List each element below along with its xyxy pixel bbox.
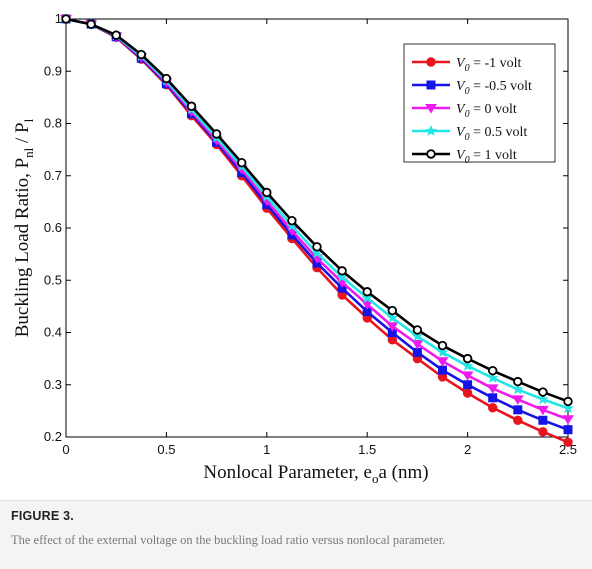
x-tick-label-3: 1.5 — [358, 442, 376, 457]
series-2-point-18 — [511, 395, 524, 405]
series-0-point-18 — [513, 415, 523, 425]
series-4-point-9 — [287, 215, 297, 226]
series-4-point-7 — [236, 157, 247, 168]
series-1-point-18 — [513, 405, 523, 415]
series-3-point-18 — [511, 383, 524, 395]
legend-label-2: V0 = 0 volt — [456, 102, 517, 120]
series-4-point-6 — [211, 129, 222, 139]
y-tick-label-8: 1 — [55, 11, 62, 26]
series-1-point-16 — [463, 380, 473, 390]
series-3-point-14 — [411, 329, 424, 342]
series-4-point-18 — [513, 376, 523, 387]
series-0-point-20 — [563, 437, 573, 447]
x-tick-label-4: 2 — [464, 442, 471, 457]
series-4-point-11 — [337, 266, 347, 276]
series-4-point-20 — [563, 396, 573, 407]
series-4-point-15 — [437, 340, 448, 351]
series-3-point-17 — [486, 371, 499, 383]
tick-labels: 0 0.5 1 1.5 2 2.5 0.2 0.3 0.4 0.5 0.6 0.7 0.8 0.9 1 — [44, 11, 577, 457]
series-3-point-13 — [386, 311, 399, 323]
legend-label-3: V0 = 0.5 volt — [456, 125, 527, 143]
x-axis-title: Nonlocal Parameter, eoa (nm) — [203, 462, 428, 486]
series-4-point-12 — [362, 287, 372, 297]
y-tick-label-5: 0.7 — [44, 168, 62, 183]
series-4-point-0 — [61, 14, 71, 24]
series-4-point-19 — [538, 387, 548, 397]
figure-label: FIGURE 3. — [11, 509, 74, 523]
figure-panel: 0 0.5 1 1.5 2 2.5 0.2 0.3 0.4 0.5 0.6 0.7 0.8 0.9 1 No… — [12, 11, 578, 486]
series-layer — [60, 12, 574, 447]
series-4-point-14 — [412, 325, 423, 335]
series-1-point-15 — [438, 365, 447, 375]
chart: 0 0.5 1 1.5 2 2.5 0.2 0.3 0.4 0.5 0.6 0.7 0.8 0.9 1 No… — [12, 11, 577, 486]
series-0-point-16 — [462, 388, 473, 398]
series-4-point-8 — [262, 187, 272, 198]
series-4-point-16 — [462, 353, 473, 364]
x-tick-label-1: 0.5 — [157, 442, 175, 457]
y-tick-label-0: 0.2 — [44, 429, 62, 444]
series-0-point-19 — [538, 427, 548, 437]
tick-marks — [65, 18, 569, 438]
series-3-point-20 — [562, 402, 574, 414]
series-1-point-14 — [412, 347, 422, 357]
y-tick-label-4: 0.6 — [44, 220, 62, 235]
series-4-point-17 — [488, 365, 498, 376]
series-4-point-1 — [86, 19, 96, 29]
series-2-point-15 — [436, 357, 449, 367]
series-3-point-16 — [461, 359, 474, 371]
y-tick-label-6: 0.8 — [44, 116, 62, 131]
series-1-point-20 — [563, 425, 573, 435]
x-tick-label-2: 1 — [263, 442, 270, 457]
series-1-point-17 — [488, 393, 498, 403]
series-0-point-17 — [488, 403, 498, 413]
caption-area: FIGURE 3. The effect of the external vol… — [0, 500, 592, 569]
legend-items: V0 = -1 volt V0 = -0.5 volt V0 = 0 volt V0 … — [412, 56, 532, 166]
y-tick-label-2: 0.4 — [44, 325, 62, 340]
series-1-point-19 — [538, 415, 548, 425]
series-2-point-20 — [562, 415, 574, 425]
y-tick-label-3: 0.5 — [44, 272, 62, 287]
series-4-point-10 — [312, 242, 322, 252]
y-axis-title: Buckling Load Ratio, Pnl / Pl — [12, 118, 36, 337]
series-3-point-19 — [536, 393, 549, 405]
legend-label-4: V0 = 1 volt — [456, 148, 517, 166]
series-4-point-5 — [186, 101, 197, 111]
series-4-point-2 — [111, 30, 121, 40]
series-2-point-12 — [361, 300, 374, 310]
y-tick-label-7: 0.9 — [44, 63, 62, 78]
legend-marker-1 — [426, 80, 436, 90]
legend-marker-3 — [425, 124, 437, 137]
series-4 — [61, 14, 573, 407]
x-tick-label-5: 2.5 — [559, 442, 577, 457]
legend: V0 = -1 volt V0 = -0.5 volt V0 = 0 volt V0 … — [403, 43, 556, 166]
series-2-point-13 — [386, 322, 399, 332]
series-3-point-15 — [436, 346, 449, 358]
series-2-point-17 — [486, 384, 499, 394]
series-4-point-3 — [136, 49, 146, 60]
figure-caption: The effect of the external voltage on th… — [11, 533, 446, 547]
series-2-point-19 — [536, 405, 549, 416]
y-tick-label-1: 0.3 — [44, 377, 62, 392]
legend-label-0: V0 = -1 volt — [456, 56, 522, 74]
legend-marker-2 — [425, 104, 437, 114]
legend-label-1: V0 = -0.5 volt — [456, 79, 532, 97]
legend-marker-0 — [426, 57, 436, 67]
series-4-point-4 — [161, 73, 172, 84]
series-4-point-13 — [387, 305, 397, 316]
series-2-point-16 — [461, 371, 474, 381]
series-2-point-14 — [411, 339, 424, 350]
legend-marker-4 — [426, 149, 436, 159]
x-tick-label-0: 0 — [62, 442, 69, 457]
